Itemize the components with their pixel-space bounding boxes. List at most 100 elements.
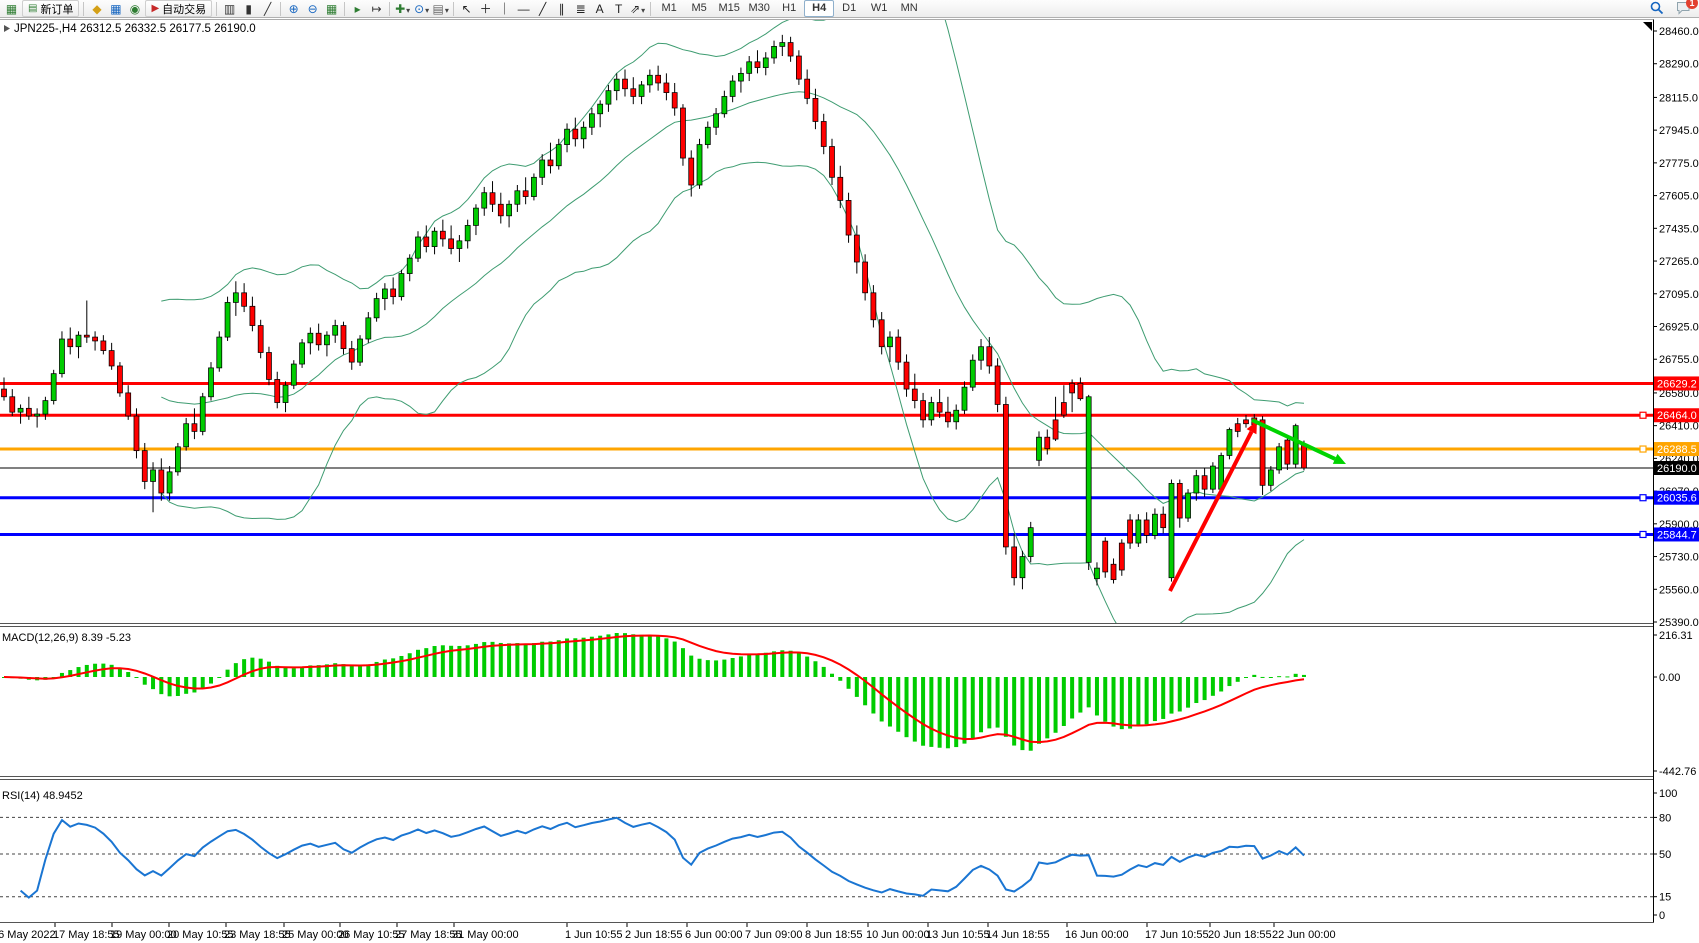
price-hlines[interactable] xyxy=(0,381,1653,536)
candlestick-chart-icon[interactable]: ▮ xyxy=(245,1,252,16)
candle xyxy=(398,269,405,301)
notifications-icon[interactable]: 1 xyxy=(1674,0,1698,18)
candle xyxy=(1276,442,1282,474)
timeframe-h1[interactable]: H1 xyxy=(782,2,797,14)
dropdown-caret-icon: ▾ xyxy=(444,5,449,15)
new-chart-icon[interactable]: ▦ xyxy=(5,1,18,16)
main-toolbar: ▦ ▤ 新订单 ◆ ▦ ◉ ▶ 自动交易 ▥ ▮ ╱ ⊕ ⊖ ▦ ▸ ↦ ✚▾ ⊙▾ ▤▾ ↖ ＋ ｜ — ╱ ∥ ≣ A T ⇗▾ M… xyxy=(0,0,1699,18)
resistance-line-1-price-badge-label: 26629.2 xyxy=(1657,378,1697,390)
candle xyxy=(1152,508,1158,540)
candle xyxy=(141,442,148,490)
periods-icon[interactable]: ⊙▾ xyxy=(414,1,430,16)
candle xyxy=(911,373,918,409)
line-chart-icon[interactable]: ╱ xyxy=(264,1,272,16)
candle xyxy=(274,371,281,409)
tile-windows-icon[interactable]: ▦ xyxy=(325,1,338,16)
timeframe-m30[interactable]: M30 xyxy=(748,2,770,14)
candle xyxy=(1143,512,1150,544)
auto-trading-button[interactable]: ▶ 自动交易 xyxy=(145,0,213,17)
navigator-icon[interactable]: ◉ xyxy=(129,1,141,16)
candle xyxy=(961,381,968,415)
timeframe-d1[interactable]: D1 xyxy=(842,2,857,14)
indicators-icon[interactable]: ✚▾ xyxy=(395,1,411,16)
rsi-line xyxy=(19,816,1305,899)
candle xyxy=(945,396,951,428)
chart-plot-area[interactable] xyxy=(0,18,1699,943)
candle xyxy=(994,358,1001,413)
zoom-out-icon[interactable]: ⊖ xyxy=(307,1,318,16)
price-tick-label: 28460.0 xyxy=(1659,26,1699,38)
horizontal-line-icon[interactable]: — xyxy=(517,1,530,16)
data-window-icon[interactable]: ▦ xyxy=(110,1,122,16)
vertical-line-icon[interactable]: ｜ xyxy=(498,1,511,16)
templates-icon[interactable]: ▤▾ xyxy=(432,1,449,16)
market-watch-icon[interactable]: ◆ xyxy=(92,1,102,16)
chart-shift-icon[interactable]: ↦ xyxy=(371,1,382,16)
price-tick-label: 28115.0 xyxy=(1659,92,1698,104)
candle xyxy=(216,331,223,372)
candle xyxy=(630,77,637,105)
support-line-1-handle[interactable] xyxy=(1639,494,1647,502)
fibonacci-icon[interactable]: ≣ xyxy=(575,1,586,16)
candle xyxy=(920,392,926,428)
candle xyxy=(514,185,521,212)
price-tick-label: 27605.0 xyxy=(1659,191,1699,203)
candle xyxy=(605,84,612,112)
green-projection-arrow[interactable] xyxy=(1251,418,1346,464)
macd-tick-label: -442.76 xyxy=(1659,766,1696,778)
trendline-icon[interactable]: ╱ xyxy=(539,1,547,16)
candle xyxy=(241,283,247,313)
new-order-button[interactable]: ▤ 新订单 xyxy=(22,0,80,17)
crosshair-icon[interactable]: ＋ xyxy=(479,1,492,16)
cursor-icon[interactable]: ↖ xyxy=(461,1,472,16)
candle xyxy=(547,142,554,174)
macd-panel xyxy=(2,633,1306,751)
candle xyxy=(266,346,272,386)
candle xyxy=(853,225,860,274)
candle xyxy=(555,138,562,170)
candle xyxy=(638,81,645,105)
timeframe-h4[interactable]: H4 xyxy=(804,0,835,17)
candle xyxy=(862,254,868,301)
bar-chart-icon[interactable]: ▥ xyxy=(223,1,236,16)
candle xyxy=(1243,415,1249,428)
panel-frame xyxy=(0,19,1654,923)
text-label-icon[interactable]: T xyxy=(614,1,623,16)
candle xyxy=(108,342,115,370)
support-line-2-handle[interactable] xyxy=(1639,530,1647,539)
scroll-to-end-icon[interactable] xyxy=(1643,22,1652,31)
timeframe-mn[interactable]: MN xyxy=(900,2,918,14)
support-line-2-price-badge xyxy=(1654,527,1699,542)
candle xyxy=(589,108,595,135)
search-icon[interactable] xyxy=(1647,0,1666,18)
red-impulse-arrow[interactable] xyxy=(1168,421,1257,592)
channel-icon[interactable]: ∥ xyxy=(558,1,565,16)
timeframe-m1[interactable]: M1 xyxy=(661,2,677,14)
trend-arrows[interactable] xyxy=(1168,418,1346,592)
candle xyxy=(1077,377,1084,401)
rsi-tick-label: 80 xyxy=(1659,812,1671,824)
timeframe-m15[interactable]: M15 xyxy=(718,2,740,14)
candle xyxy=(249,296,256,332)
auto-scroll-icon[interactable]: ▸ xyxy=(354,1,361,16)
timeframe-w1[interactable]: W1 xyxy=(870,2,888,14)
arrows-tool-icon[interactable]: ⇗▾ xyxy=(630,1,646,16)
resistance-line-2-handle[interactable] xyxy=(1639,411,1647,419)
text-icon[interactable]: A xyxy=(595,1,604,16)
toolbar-separator xyxy=(453,1,455,16)
one-click-trading-icon[interactable] xyxy=(4,25,10,32)
toolbar-separator xyxy=(280,1,282,16)
candle xyxy=(1193,469,1200,501)
time-tick-label: 2 Jun 18:55 xyxy=(625,929,683,941)
candle xyxy=(299,339,305,368)
candle xyxy=(1292,423,1299,468)
zoom-in-icon[interactable]: ⊕ xyxy=(288,1,299,16)
price-tick-label: 25730.0 xyxy=(1659,552,1699,564)
pivot-line-handle[interactable] xyxy=(1639,445,1647,453)
candle xyxy=(1127,514,1133,549)
candle xyxy=(83,300,90,343)
timeframe-m5[interactable]: M5 xyxy=(691,2,707,14)
